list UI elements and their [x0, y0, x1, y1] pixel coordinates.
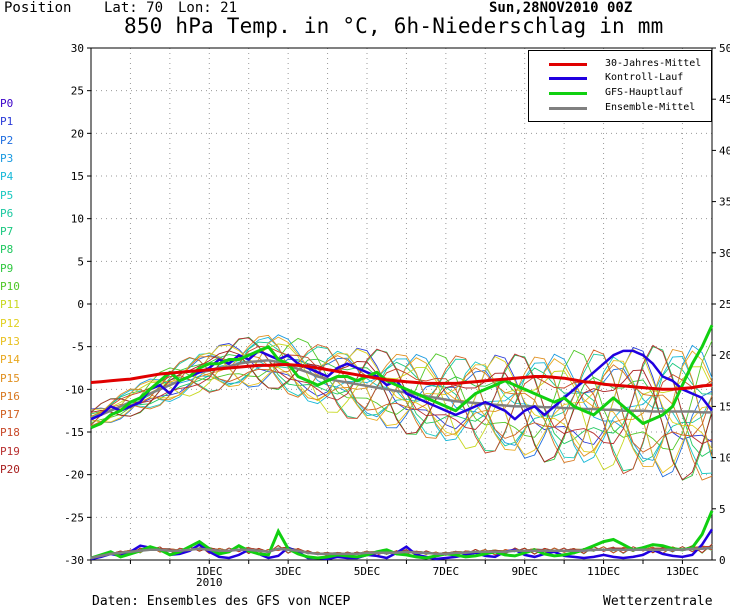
y-right-tick-label: 30 — [719, 247, 730, 260]
y-right-tick-label: 50 — [719, 42, 730, 55]
member-label: P16 — [0, 389, 20, 403]
member-label: P13 — [0, 334, 20, 348]
member-label: P5 — [0, 188, 14, 202]
y-right-tick-label: 25 — [719, 298, 730, 311]
footer-brand: Wetterzentrale — [603, 594, 713, 609]
member-line — [90, 344, 713, 453]
temp-line-30-jahres-mittel — [90, 363, 713, 391]
member-line — [90, 355, 713, 481]
run-date: Sun,28NOV2010 00Z — [489, 0, 633, 16]
legend-item-ensemble: Ensemble-Mittel — [529, 101, 711, 115]
member-label: P6 — [0, 206, 14, 220]
y-right-tick-label: 5 — [719, 503, 726, 516]
y-right-tick-label: 45 — [719, 93, 730, 106]
y-right-tick-label: 15 — [719, 400, 730, 413]
y-left-tick-label: -25 — [64, 511, 84, 524]
grid-lines — [90, 47, 712, 561]
position-label: Position — [4, 0, 72, 16]
legend-item-kontroll: Kontroll-Lauf — [529, 71, 711, 85]
y-left-tick-label: -10 — [64, 383, 84, 396]
member-label: P1 — [0, 115, 14, 129]
footer-source: Daten: Ensembles des GFS von NCEP — [92, 594, 351, 609]
x-tick-label: 7DEC — [433, 565, 460, 578]
x-axis: 1DEC 3DEC 5DEC 7DEC 9DEC 11DEC 13DEC 2010 — [90, 560, 699, 589]
member-line — [90, 334, 713, 457]
lon-label: Lon: 21 — [178, 0, 238, 16]
member-label: P19 — [0, 444, 20, 458]
legend-label-kontroll: Kontroll-Lauf — [605, 72, 684, 83]
member-label: P15 — [0, 371, 20, 385]
x-tick-label: 9DEC — [511, 565, 538, 578]
chart-title: 850 hPa Temp. in °C, 6h-Niederschlag in … — [124, 14, 664, 38]
y-left-tick-label: 10 — [71, 213, 84, 226]
member-label: P8 — [0, 243, 14, 257]
precip-line-kontroll-lauf — [90, 528, 714, 561]
y-left-tick-label: -5 — [71, 341, 84, 354]
legend-swatch-kontroll — [549, 77, 587, 80]
precip-line-ensemble-mittel — [90, 546, 713, 560]
member-label: P11 — [0, 298, 20, 312]
member-label: P4 — [0, 170, 14, 184]
y-left-tick-label: -20 — [64, 469, 84, 482]
member-label: P17 — [0, 408, 20, 422]
lat-label: Lat: 70 — [104, 0, 164, 16]
y-axis-left: 30 25 20 15 10 5 0 -5 -10 -15 -20 -25 -30 — [64, 42, 91, 567]
member-label: P0 — [0, 97, 14, 110]
legend-swatch-haupt — [549, 92, 587, 95]
y-left-tick-label: 0 — [77, 298, 84, 311]
legend: 30-Jahres-Mittel Kontroll-Lauf GFS-Haupt… — [528, 50, 712, 122]
y-left-tick-label: 5 — [77, 255, 84, 268]
x-tick-label: 11DEC — [587, 565, 620, 578]
member-label: P3 — [0, 151, 14, 165]
y-right-tick-label: 0 — [719, 554, 726, 567]
x-tick-label: 1DEC — [196, 565, 223, 578]
member-line — [90, 345, 713, 475]
x-tick-label: 13DEC — [666, 565, 699, 578]
y-left-tick-label: 20 — [71, 127, 84, 140]
y-right-tick-label: 35 — [719, 196, 730, 209]
legend-item-mittel: 30-Jahres-Mittel — [529, 57, 711, 71]
y-right-tick-label: 40 — [719, 144, 730, 157]
x-tick-label: 3DEC — [275, 565, 302, 578]
member-label: P9 — [0, 261, 14, 275]
legend-label-ensemble: Ensemble-Mittel — [605, 102, 696, 113]
member-line — [90, 343, 713, 471]
member-label: P18 — [0, 426, 20, 440]
member-label: P14 — [0, 353, 20, 367]
member-label: P2 — [0, 133, 14, 147]
y-left-tick-label: 15 — [71, 170, 84, 183]
x-year-label: 2010 — [196, 576, 223, 589]
legend-swatch-mittel — [549, 63, 587, 66]
member-line — [90, 344, 713, 453]
precip-line-gfs-hauptlauf — [90, 510, 714, 560]
y-left-tick-label: 30 — [71, 42, 84, 55]
ensemble-member-lines — [90, 334, 713, 560]
member-label: P7 — [0, 225, 14, 239]
y-left-tick-label: -30 — [64, 554, 84, 567]
y-left-tick-label: 25 — [71, 85, 84, 98]
member-line — [90, 354, 713, 478]
member-label: P20 — [0, 463, 20, 476]
legend-swatch-ensemble — [549, 107, 587, 110]
x-tick-label: 5DEC — [354, 565, 381, 578]
y-right-tick-label: 20 — [719, 349, 730, 362]
member-label: P12 — [0, 316, 20, 330]
legend-label-mittel: 30-Jahres-Mittel — [605, 58, 702, 69]
y-right-tick-label: 10 — [719, 452, 730, 465]
legend-label-haupt: GFS-Hauptlauf — [605, 87, 684, 98]
member-line — [90, 350, 713, 481]
series-lines — [90, 324, 714, 561]
y-left-tick-label: -15 — [64, 426, 84, 439]
member-label: P10 — [0, 280, 20, 293]
member-line — [90, 337, 713, 451]
legend-item-haupt: GFS-Hauptlauf — [529, 86, 711, 100]
